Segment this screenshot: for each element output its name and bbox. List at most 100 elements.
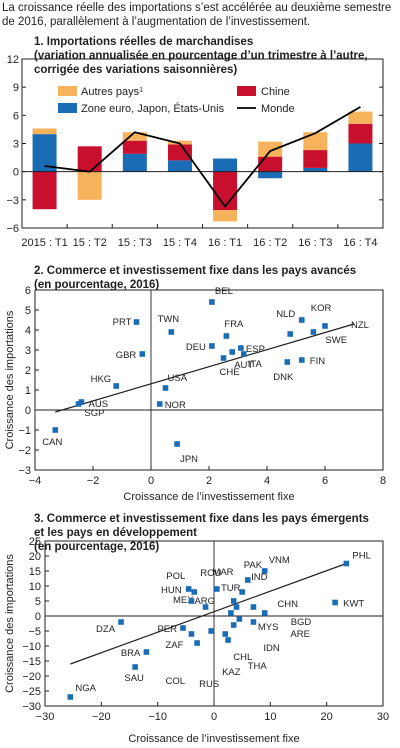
data-point xyxy=(214,586,220,592)
point-label: NGA xyxy=(75,683,96,694)
data-point xyxy=(162,385,169,391)
point-label: PER xyxy=(157,624,177,635)
point-label: DNK xyxy=(273,372,294,383)
y-tick-label: −20 xyxy=(22,671,41,683)
point-label: SAU xyxy=(124,673,144,684)
y-tick-label: 0 xyxy=(35,611,41,623)
y-axis-label: Croissance des importations xyxy=(4,310,16,449)
data-point xyxy=(133,319,140,325)
x-tick-label: 0 xyxy=(211,711,217,723)
y-tick-label: 3 xyxy=(13,139,19,151)
data-point xyxy=(223,333,230,339)
point-label: SWE xyxy=(325,335,347,346)
point-label: PHL xyxy=(352,551,370,562)
point-label: ARE xyxy=(290,629,310,640)
point-label: FIN xyxy=(310,356,325,367)
bar xyxy=(122,140,147,154)
point-label: SGP xyxy=(84,408,104,419)
y-tick-label: 10 xyxy=(29,581,41,593)
point-label: COL xyxy=(166,676,186,687)
point-label: BGD xyxy=(291,617,312,628)
bar xyxy=(167,144,192,161)
x-tick-label: 16 : T4 xyxy=(343,237,377,249)
y-axis-label: Croissance des importations xyxy=(4,554,16,693)
plot-frame xyxy=(34,289,384,471)
data-point xyxy=(208,628,214,634)
header-line: de 2016, parallèlement à l’augmentation … xyxy=(2,16,310,28)
data-point xyxy=(194,640,200,646)
point-label: KWT xyxy=(343,599,364,610)
data-point xyxy=(284,359,291,365)
y-tick-label: −3 xyxy=(18,465,31,477)
data-point xyxy=(191,589,198,595)
bar xyxy=(258,141,283,157)
legend-label: Zone euro, Japon, États-Unis xyxy=(81,102,225,115)
y-tick-label: 3 xyxy=(25,345,31,357)
bar xyxy=(213,171,238,211)
figure-header: La croissance réelle des importations s’… xyxy=(2,2,391,28)
y-tick-label: 6 xyxy=(13,110,19,122)
data-point xyxy=(156,401,163,407)
data-point xyxy=(225,637,231,643)
point-label: TUR xyxy=(221,583,241,594)
point-label: MEX xyxy=(173,595,194,606)
x-tick-label: 15 : T4 xyxy=(163,237,197,249)
data-point xyxy=(168,329,175,335)
data-point xyxy=(322,323,328,329)
y-tick-label: −10 xyxy=(22,641,41,653)
x-tick-label: 16 : T3 xyxy=(298,237,332,249)
bar xyxy=(348,123,373,144)
data-point xyxy=(52,427,59,433)
data-point xyxy=(118,619,124,625)
y-tick-label: 15 xyxy=(29,566,41,578)
point-label: IDN xyxy=(263,643,280,654)
plot-frame xyxy=(21,58,384,229)
y-tick-label: 0 xyxy=(25,405,31,417)
point-label: JPN xyxy=(180,454,198,465)
point-label: HKG xyxy=(91,374,112,385)
data-point xyxy=(261,610,268,616)
data-point xyxy=(233,604,240,610)
chart-title: 1. Importations réelles de marchandises xyxy=(34,36,253,48)
x-tick-label: 2015 : T1 xyxy=(21,237,67,249)
data-point xyxy=(332,599,338,606)
point-label: ZAF xyxy=(166,640,184,651)
data-point xyxy=(236,616,243,622)
panel-advanced-economies: 2. Commerce et investissement fixe dans … xyxy=(4,265,386,503)
chart-subtitle: (en pourcentage, 2016) xyxy=(34,541,159,553)
bar xyxy=(77,146,102,172)
y-tick-label: 25 xyxy=(29,536,41,548)
data-point xyxy=(67,694,74,700)
x-tick-label: 10 xyxy=(264,711,276,723)
y-tick-label: 6 xyxy=(25,285,31,297)
x-tick-label: 8 xyxy=(380,475,386,487)
y-tick-label: 5 xyxy=(25,305,31,317)
point-label: CAN xyxy=(42,437,62,448)
data-point xyxy=(310,329,317,335)
data-point xyxy=(299,317,305,323)
data-point xyxy=(209,343,215,349)
y-tick-label: −25 xyxy=(22,686,41,698)
x-axis-label: Croissance de l’investissement fixe xyxy=(123,491,294,503)
point-label: PRT xyxy=(113,317,132,328)
point-label: POL xyxy=(166,571,185,582)
x-tick-label: 4 xyxy=(264,475,270,487)
point-label: MYS xyxy=(258,622,279,633)
point-label: CHN xyxy=(277,599,298,610)
x-tick-label: −30 xyxy=(36,711,55,723)
y-tick-label: 5 xyxy=(35,596,41,608)
panel-import-volumes: 1. Importations réelles de marchandises (… xyxy=(6,36,384,249)
y-tick-label: 9 xyxy=(13,82,19,94)
chart-subtitle: et les pays en développement xyxy=(34,527,197,539)
data-point xyxy=(228,610,234,616)
data-point xyxy=(174,441,180,447)
x-tick-label: 15 : T3 xyxy=(118,237,152,249)
point-label: ESP xyxy=(246,344,265,355)
y-tick-label: −15 xyxy=(22,656,41,668)
point-label: IND xyxy=(251,572,268,583)
legend: Autres pays1 Zone euro, Japon, États-Unis… xyxy=(58,86,295,115)
point-label: RUS xyxy=(199,679,219,690)
bar xyxy=(32,171,57,210)
data-point xyxy=(113,383,119,389)
